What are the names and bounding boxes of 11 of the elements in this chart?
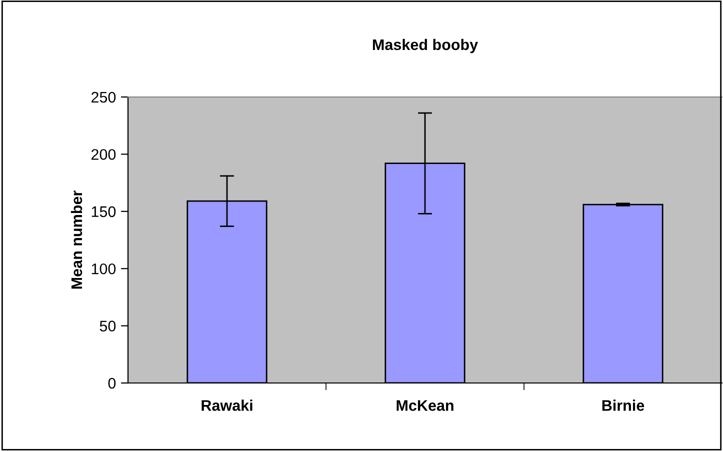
y-tick-label: 50 bbox=[100, 320, 116, 332]
x-tick-label: Birnie bbox=[602, 400, 644, 411]
y-tick-label: 150 bbox=[92, 206, 116, 218]
y-tick-label: 100 bbox=[92, 263, 116, 274]
x-tick-label: McKean bbox=[396, 400, 454, 411]
chart-title: Masked booby bbox=[372, 38, 478, 54]
y-tick-label: 200 bbox=[91, 149, 116, 160]
y-axis-title: Mean number bbox=[70, 190, 82, 289]
y-tick-label: 0 bbox=[108, 378, 116, 389]
y-tick-label: 250 bbox=[91, 92, 116, 103]
x-tick-label: Rawaki bbox=[202, 400, 252, 411]
